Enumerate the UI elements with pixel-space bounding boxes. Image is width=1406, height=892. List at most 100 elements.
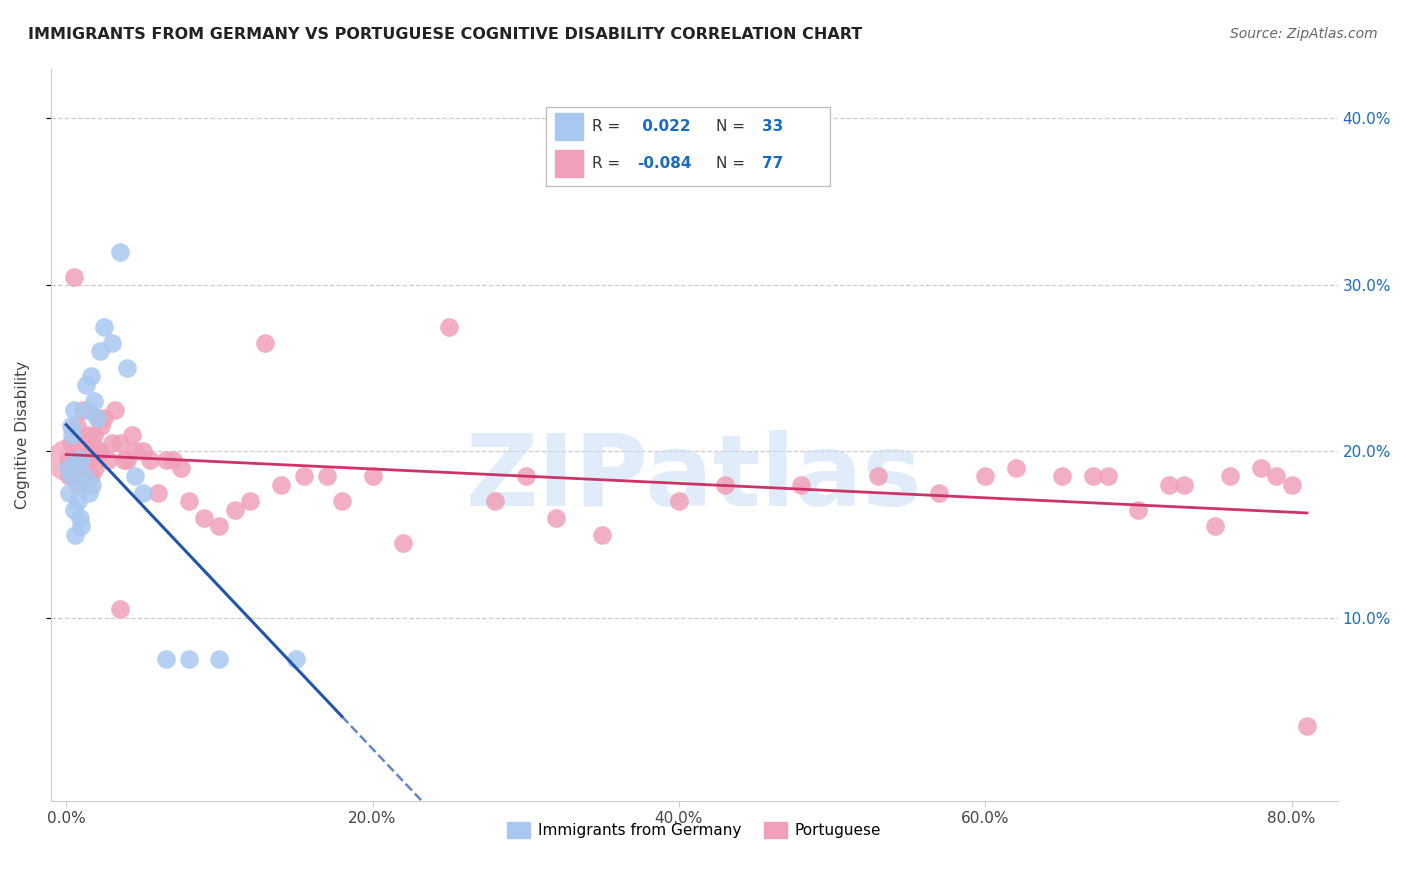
Point: [65, 461, 87, 475]
Point: [86, 411, 108, 425]
Point: [69, 511, 91, 525]
Point: [668, 494, 690, 508]
Legend: Immigrants from Germany, Portuguese: Immigrants from Germany, Portuguese: [501, 816, 887, 845]
Point: [392, 536, 415, 550]
Point: [72, 402, 94, 417]
Point: [155, 452, 177, 467]
Point: [66, 452, 89, 467]
Point: [224, 502, 246, 516]
Point: [65, 527, 87, 541]
Point: [132, 444, 155, 458]
Point: [56, 452, 79, 467]
Point: [928, 486, 950, 500]
Bar: [555, 150, 583, 177]
Point: [108, 436, 131, 450]
Point: [73, 452, 96, 467]
Point: [86, 444, 108, 458]
Point: [1265, 469, 1288, 483]
Point: [70, 469, 93, 483]
Text: R =: R =: [592, 120, 624, 135]
Point: [79, 469, 101, 483]
Point: [59, 469, 82, 483]
Point: [1296, 719, 1319, 733]
Point: [59, 419, 82, 434]
Point: [73, 469, 96, 483]
Point: [101, 336, 124, 351]
Point: [89, 344, 111, 359]
Text: R =: R =: [592, 155, 624, 170]
Point: [437, 319, 460, 334]
Point: [58, 469, 80, 483]
Point: [591, 527, 613, 541]
Point: [1097, 469, 1119, 483]
Point: [546, 511, 568, 525]
Point: [315, 469, 337, 483]
Point: [62, 502, 84, 516]
Point: [77, 486, 100, 500]
Point: [124, 444, 146, 458]
Point: [89, 444, 111, 458]
Text: -0.084: -0.084: [637, 155, 692, 170]
Point: [83, 427, 105, 442]
Point: [254, 336, 277, 351]
Point: [868, 469, 890, 483]
Text: 77: 77: [762, 155, 783, 170]
Point: [714, 477, 737, 491]
Point: [515, 469, 537, 483]
Text: IMMIGRANTS FROM GERMANY VS PORTUGUESE COGNITIVE DISABILITY CORRELATION CHART: IMMIGRANTS FROM GERMANY VS PORTUGUESE CO…: [28, 27, 862, 42]
Point: [62, 402, 84, 417]
Point: [79, 369, 101, 384]
Point: [67, 494, 90, 508]
Point: [56, 461, 79, 475]
Point: [67, 477, 90, 491]
Point: [117, 452, 139, 467]
Point: [108, 602, 131, 616]
Point: [1050, 469, 1073, 483]
Point: [59, 436, 82, 450]
Text: N =: N =: [716, 120, 749, 135]
Bar: [555, 113, 583, 140]
Point: [177, 652, 200, 666]
Point: [121, 427, 143, 442]
Point: [72, 477, 94, 491]
Point: [1005, 461, 1028, 475]
Point: [1219, 469, 1241, 483]
Point: [82, 436, 104, 450]
Point: [82, 477, 104, 491]
Point: [1081, 469, 1104, 483]
Point: [104, 402, 127, 417]
Point: [101, 436, 124, 450]
Point: [1128, 502, 1150, 516]
Point: [93, 319, 115, 334]
Point: [69, 452, 91, 467]
Point: [270, 477, 292, 491]
Point: [974, 469, 997, 483]
Point: [96, 452, 118, 467]
Point: [162, 452, 184, 467]
Point: [60, 427, 83, 442]
Text: Source: ZipAtlas.com: Source: ZipAtlas.com: [1230, 27, 1378, 41]
Point: [790, 477, 813, 491]
Point: [76, 402, 98, 417]
Point: [83, 394, 105, 409]
Point: [330, 494, 353, 508]
Point: [62, 469, 84, 483]
Point: [70, 519, 93, 533]
Point: [170, 461, 193, 475]
Point: [1250, 461, 1272, 475]
Point: [155, 652, 177, 666]
Point: [208, 652, 231, 666]
Point: [1173, 477, 1195, 491]
Point: [84, 461, 107, 475]
Point: [112, 452, 135, 467]
Point: [62, 269, 84, 284]
Text: ZIPatlas: ZIPatlas: [465, 430, 922, 527]
Point: [484, 494, 506, 508]
Point: [292, 469, 315, 483]
Point: [75, 377, 97, 392]
Point: [87, 411, 110, 425]
Point: [108, 244, 131, 259]
Point: [76, 427, 98, 442]
Point: [193, 511, 215, 525]
Point: [70, 461, 93, 475]
